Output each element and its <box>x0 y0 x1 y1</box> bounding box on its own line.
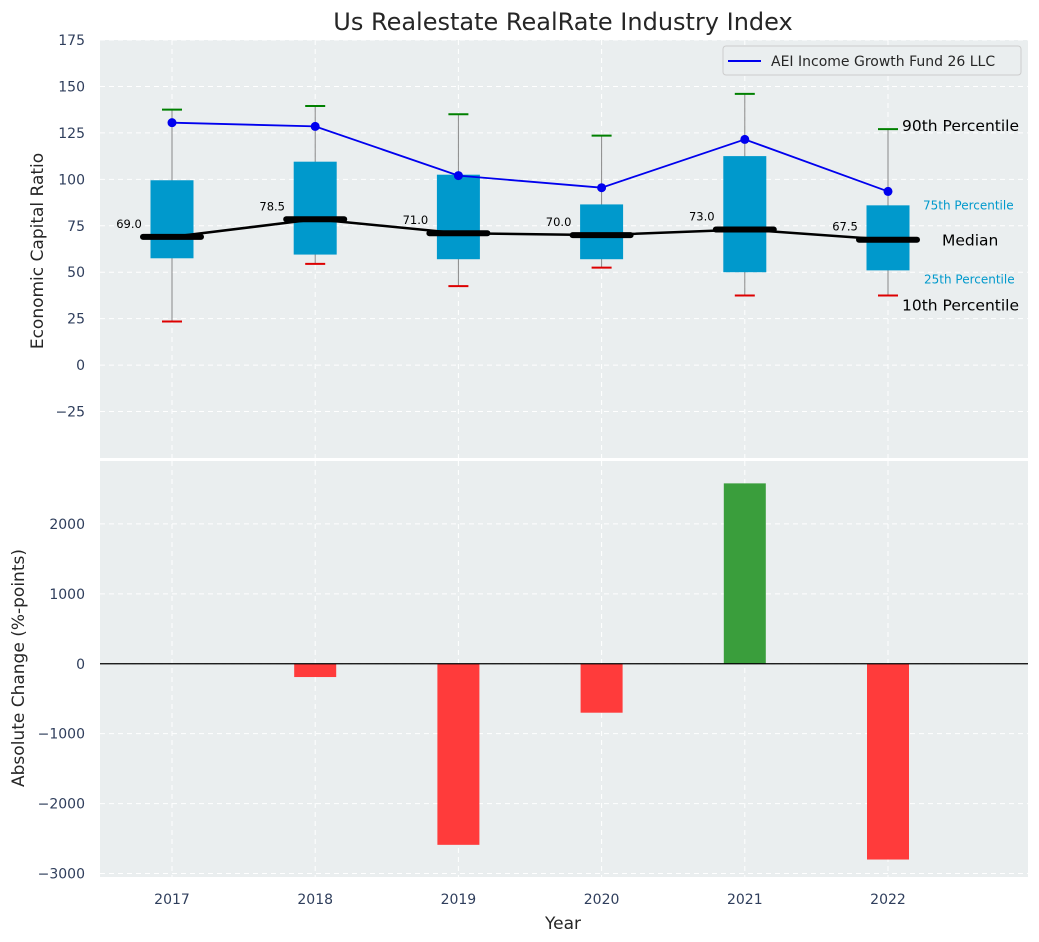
bottom-y-tick-label: 1000 <box>49 587 85 603</box>
bottom-y-ticks: −3000 −2000 −1000 0 1000 2000 <box>38 517 85 883</box>
median-value-label: 78.5 <box>259 199 285 213</box>
bottom-panel: −3000 −2000 −1000 0 1000 2000 2017 2018 2019 202… <box>9 461 1028 934</box>
top-panel: 69.0 78.5 71.0 70.0 73.0 67.5 90th Percentile 7… <box>28 8 1028 458</box>
top-y-tick-label: 25 <box>67 312 85 328</box>
bottom-y-tick-label: −2000 <box>38 797 85 813</box>
bottom-y-tick-label: −3000 <box>38 867 85 883</box>
iqr-box <box>580 204 624 260</box>
legend: AEI Income Growth Fund 26 LLC <box>722 45 1022 76</box>
fund-series-point <box>740 134 750 144</box>
top-y-tick-label: 50 <box>67 265 85 281</box>
fund-series-point <box>597 183 607 193</box>
median-trend-line <box>171 218 889 241</box>
iqr-box <box>293 161 337 255</box>
iqr-box <box>436 174 480 260</box>
iqr-box <box>723 156 767 273</box>
legend-box <box>722 45 1022 76</box>
median-annotation: Median <box>942 232 998 250</box>
change-bar <box>294 663 337 678</box>
x-tick-label: 2022 <box>870 892 906 908</box>
change-bar <box>723 483 766 664</box>
median-value-label: 69.0 <box>116 217 142 231</box>
fund-series-point <box>453 171 463 181</box>
median-value-label: 67.5 <box>832 220 858 234</box>
fund-series-line <box>171 121 889 193</box>
median-value-label: 70.0 <box>546 215 572 229</box>
bottom-chart-marks <box>100 483 1028 860</box>
iqr-box <box>150 180 194 259</box>
p90-annotation: 90th Percentile <box>902 117 1019 135</box>
p25-annotation: 25th Percentile <box>924 272 1015 286</box>
bottom-y-tick-label: 2000 <box>49 517 85 533</box>
change-bar <box>437 663 480 845</box>
median-value-label: 73.0 <box>689 209 715 223</box>
top-y-tick-label: 75 <box>67 219 85 235</box>
top-y-tick-label: 100 <box>58 172 85 188</box>
x-ticks: 2017 2018 2019 2020 2021 2022 <box>154 892 906 908</box>
top-chart-marks: 69.0 78.5 71.0 70.0 73.0 67.5 90th Percentile 7… <box>116 92 1019 323</box>
top-y-tick-label: 125 <box>58 126 85 142</box>
top-y-tick-label: 150 <box>58 79 85 95</box>
x-tick-label: 2021 <box>727 892 763 908</box>
bottom-y-tick-label: −1000 <box>38 727 85 743</box>
p75-annotation: 75th Percentile <box>923 198 1014 212</box>
chart-title: Us Realestate RealRate Industry Index <box>333 8 792 36</box>
top-y-tick-label: −25 <box>55 405 85 421</box>
x-tick-label: 2017 <box>154 892 190 908</box>
change-bar <box>867 663 909 860</box>
x-axis-label: Year <box>544 914 581 934</box>
fund-series-point <box>310 121 320 131</box>
x-tick-label: 2020 <box>584 892 620 908</box>
top-y-tick-label: 175 <box>58 33 85 49</box>
fund-series-point <box>883 186 893 196</box>
legend-label: AEI Income Growth Fund 26 LLC <box>771 54 995 70</box>
change-bar <box>580 663 623 713</box>
p10-annotation: 10th Percentile <box>902 296 1019 314</box>
bottom-y-axis-label: Absolute Change (%-points) <box>9 549 29 787</box>
top-y-ticks: −25 0 25 50 75 100 125 150 175 <box>55 33 85 421</box>
bottom-y-tick-label: 0 <box>76 657 85 673</box>
median-value-label: 71.0 <box>403 213 429 227</box>
x-tick-label: 2019 <box>441 892 477 908</box>
x-tick-label: 2018 <box>297 892 333 908</box>
fund-series-point <box>167 118 177 128</box>
top-y-axis-label: Economic Capital Ratio <box>28 153 48 349</box>
top-y-tick-label: 0 <box>76 358 85 374</box>
